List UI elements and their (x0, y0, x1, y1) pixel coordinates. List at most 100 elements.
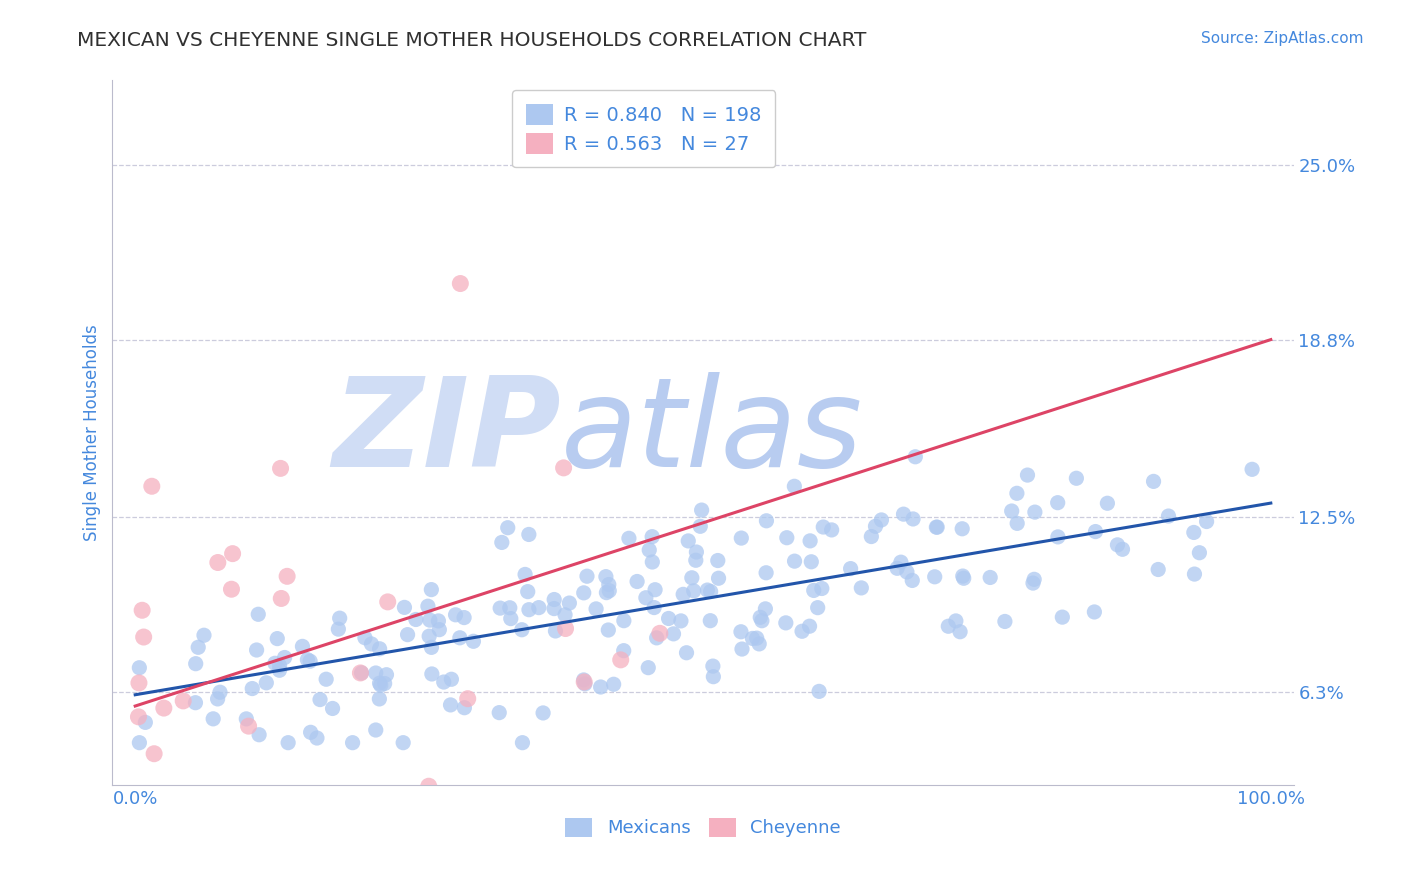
Point (790, 624, 813, 639)
Point (925, 520, 948, 534)
Point (901, 574, 924, 588)
Point (585, 602, 607, 616)
Point (638, 543, 661, 558)
Point (643, 600, 665, 615)
Point (662, 627, 685, 641)
Point (945, 614, 967, 628)
Point (322, 701, 344, 715)
Point (783, 479, 806, 493)
Point (273, 650, 295, 665)
Point (696, 583, 718, 598)
Point (811, 582, 834, 596)
Point (420, 667, 443, 681)
Point (598, 623, 620, 637)
Point (776, 531, 799, 545)
Point (420, 582, 443, 597)
Text: ZIP: ZIP (333, 372, 561, 493)
Point (800, 555, 823, 569)
Point (602, 677, 624, 691)
Point (368, 676, 391, 690)
Point (453, 610, 475, 624)
Point (170, 792, 193, 806)
Point (672, 587, 695, 601)
Point (574, 675, 596, 690)
Point (1022, 576, 1045, 591)
Point (799, 533, 821, 548)
Point (418, 629, 440, 643)
Point (1052, 610, 1074, 624)
Point (305, 731, 328, 745)
Legend: Mexicans, Cheyenne: Mexicans, Cheyenne (557, 809, 849, 847)
Point (269, 663, 291, 677)
Point (904, 450, 927, 464)
Point (595, 569, 617, 583)
Point (349, 665, 371, 680)
Point (510, 623, 533, 637)
Point (682, 583, 704, 598)
Point (309, 692, 332, 706)
Point (491, 535, 513, 549)
Point (444, 607, 467, 622)
Point (270, 461, 292, 475)
Point (952, 569, 974, 583)
Point (141, 479, 163, 493)
Point (1066, 471, 1088, 485)
Point (755, 514, 778, 528)
Point (247, 607, 270, 622)
Point (1142, 475, 1164, 489)
Point (297, 653, 319, 667)
Point (890, 555, 912, 569)
Point (1046, 530, 1069, 544)
Point (269, 658, 291, 673)
Point (512, 736, 534, 750)
Point (240, 681, 263, 696)
Point (865, 519, 887, 533)
Point (554, 622, 576, 636)
Point (589, 680, 612, 694)
Point (1182, 525, 1205, 540)
Point (440, 673, 463, 687)
Point (870, 513, 893, 527)
Point (617, 531, 640, 545)
Point (315, 672, 337, 686)
Point (609, 653, 631, 667)
Point (572, 586, 595, 600)
Point (488, 706, 510, 720)
Point (132, 630, 155, 644)
Point (276, 569, 298, 583)
Point (648, 626, 671, 640)
Point (364, 665, 387, 680)
Point (499, 611, 522, 625)
Point (516, 584, 538, 599)
Point (238, 719, 260, 733)
Point (924, 570, 946, 584)
Point (799, 619, 821, 633)
Point (496, 521, 519, 535)
Point (342, 736, 364, 750)
Point (751, 614, 773, 628)
Point (813, 520, 835, 534)
Point (235, 712, 257, 726)
Point (689, 519, 711, 533)
Point (803, 583, 825, 598)
Point (1111, 542, 1133, 557)
Text: Source: ZipAtlas.com: Source: ZipAtlas.com (1201, 31, 1364, 46)
Point (658, 611, 681, 625)
Point (544, 624, 567, 638)
Point (172, 694, 194, 708)
Point (896, 565, 918, 579)
Point (427, 623, 450, 637)
Point (839, 561, 862, 575)
Point (127, 710, 149, 724)
Point (328, 622, 350, 636)
Point (685, 553, 707, 567)
Point (1005, 486, 1028, 500)
Text: MEXICAN VS CHEYENNE SINGLE MOTHER HOUSEHOLDS CORRELATION CHART: MEXICAN VS CHEYENNE SINGLE MOTHER HOUSEH… (77, 31, 866, 50)
Point (783, 554, 806, 568)
Point (558, 596, 581, 610)
Point (463, 634, 485, 648)
Point (595, 585, 617, 599)
Point (416, 599, 439, 614)
Point (613, 643, 636, 657)
Point (1097, 496, 1119, 510)
